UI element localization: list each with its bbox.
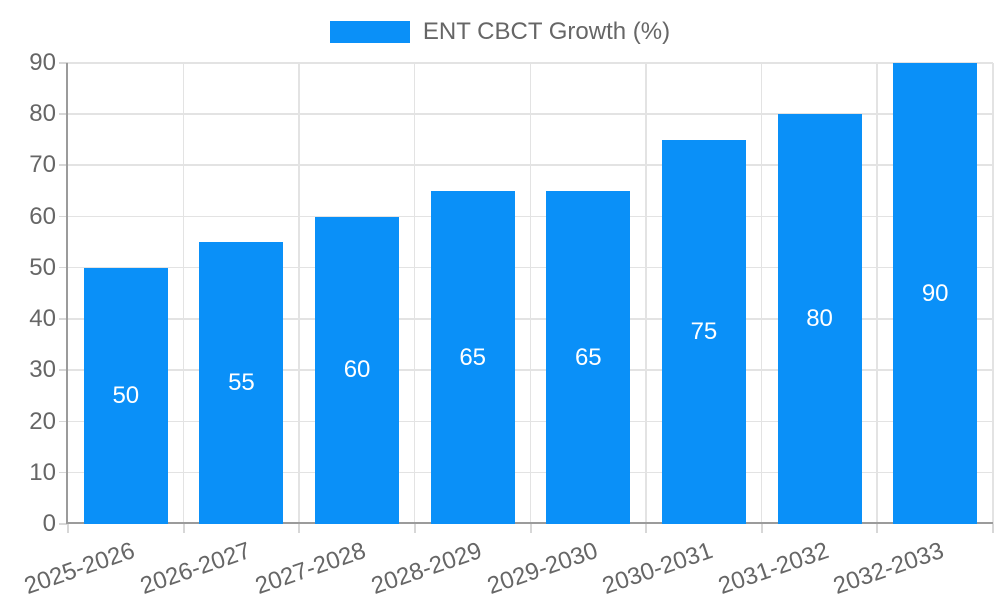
gridline-vertical [529,63,531,524]
y-tick-label: 0 [42,510,56,537]
bar-value-label: 55 [228,369,255,397]
x-tick-label: 2029-2030 [483,537,601,600]
bar-value-label: 65 [459,343,487,371]
y-axis-tick [59,164,68,166]
y-axis-tick [59,420,68,423]
y-tick-label: 90 [29,49,56,76]
gridline-vertical [876,63,878,524]
y-axis-tick [59,471,68,474]
x-axis-tick [67,524,69,533]
bar-value-label: 60 [343,356,371,384]
gridline-vertical [992,63,994,524]
bar-2029-2030: 65 [546,191,631,524]
legend-swatch [329,21,410,43]
y-tick-label: 40 [29,305,56,333]
y-axis-tick [59,523,68,525]
x-tick-label: 2030-2031 [599,537,717,600]
x-tick-label: 2032-2033 [830,537,948,600]
y-axis-tick [59,215,68,218]
y-tick-label: 20 [29,407,56,435]
bar-2032-2033: 90 [893,63,978,524]
x-tick-label: 2028-2029 [367,537,486,600]
x-axis-tick [876,524,879,533]
y-tick-label: 60 [29,202,56,230]
y-axis-line [66,63,68,524]
y-tick-label: 70 [29,151,56,179]
bar-2030-2031: 75 [661,139,746,524]
y-tick-label: 30 [29,356,56,384]
bar-value-label: 90 [921,279,949,307]
x-axis-tick [992,524,994,533]
y-axis-tick [59,318,68,320]
gridline-vertical [413,63,416,524]
legend-item[interactable]: ENT CBCT Growth (%) [329,18,671,46]
y-tick-label: 10 [29,458,56,486]
bar-2025-2026: 50 [83,267,168,524]
chart-legend: ENT CBCT Growth (%) [0,18,1000,46]
x-axis-line [66,522,993,524]
y-axis-tick [59,369,68,371]
x-axis-tick [760,524,763,533]
x-axis-tick [298,524,301,533]
x-axis-tick [182,524,185,533]
gridline-vertical [760,63,763,524]
x-axis-tick [413,524,416,533]
y-axis-tick [59,62,68,64]
y-tick-label: 50 [29,253,56,281]
bar-value-label: 50 [112,381,140,409]
bar-value-label: 65 [574,343,602,371]
legend-label: ENT CBCT Growth (%) [422,18,671,45]
bar-2026-2027: 55 [199,242,284,524]
bar-value-label: 80 [806,305,833,333]
gridline-vertical [298,63,300,524]
x-tick-label: 2027-2028 [252,537,370,600]
y-tick-label: 80 [29,100,56,128]
gridline-vertical [645,63,647,524]
bar-2028-2029: 65 [430,191,515,524]
x-tick-label: 2031-2032 [714,537,833,600]
y-axis-tick [59,266,68,269]
gridline-horizontal [68,62,993,64]
x-axis-tick [529,524,532,533]
x-tick-label: 2025-2026 [20,537,139,600]
bar-2031-2032: 80 [777,114,862,524]
x-axis-tick [645,524,648,533]
x-tick-label: 2026-2027 [136,537,254,600]
bar-value-label: 75 [690,317,718,345]
y-axis-tick [59,113,68,115]
bar-2027-2028: 60 [315,216,400,524]
gridline-vertical [182,63,185,524]
